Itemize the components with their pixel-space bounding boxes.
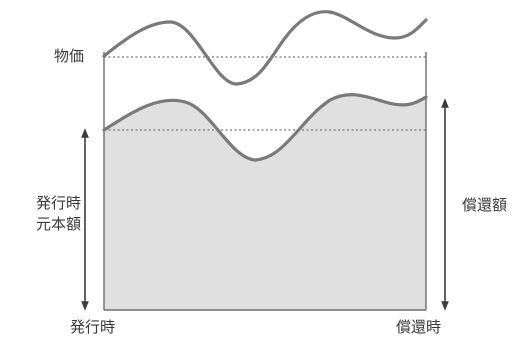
issue-principal-label-line1: 発行時 [36,194,82,212]
issue-principal-label-line2: 元本額 [36,215,82,233]
redemption-time-label: 償還時 [396,318,442,336]
issue-time-label: 発行時 [70,318,116,336]
redemption-amount-label: 償還額 [462,196,508,214]
price-curve [102,10,428,86]
price-label: 物価 [54,47,85,65]
principal-curve [102,93,428,162]
principal-area [104,94,426,311]
issue-principal-label: 発行時 元本額 [36,193,81,235]
